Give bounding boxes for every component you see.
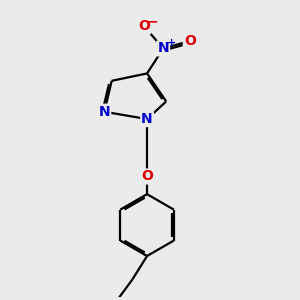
Text: N: N xyxy=(158,41,169,56)
Text: −: − xyxy=(146,14,158,28)
Text: N: N xyxy=(141,112,153,126)
Text: N: N xyxy=(98,105,110,119)
Text: O: O xyxy=(184,34,196,48)
Text: O: O xyxy=(141,169,153,184)
Text: +: + xyxy=(167,38,176,47)
Text: O: O xyxy=(138,19,150,33)
